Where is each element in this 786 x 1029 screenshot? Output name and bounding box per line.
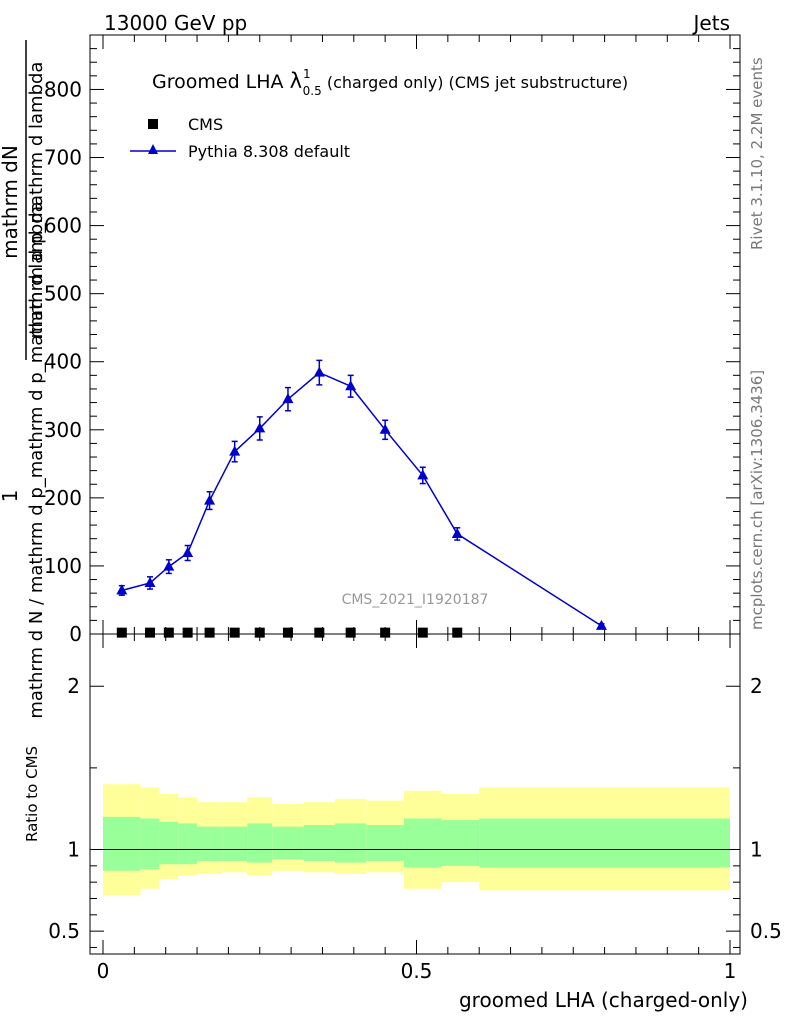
main-y-tick-label: 100 — [44, 554, 82, 578]
ratio-panel: 0.5 0.51 12 2 0 0.5 1 — [48, 633, 782, 983]
plot-title-sup: 1 — [303, 67, 311, 81]
ratio-band-green — [197, 826, 223, 861]
main-y-tick-label: 500 — [44, 282, 82, 306]
main-y-tick-label: 800 — [44, 77, 82, 101]
cms-data-point — [314, 627, 325, 638]
main-panel: 0 100 200 300 400 500 600 700 800 Groomed LHA λ1… — [44, 34, 741, 646]
analysis-watermark: CMS_2021_I1920187 — [342, 592, 489, 608]
cms-data-point — [452, 627, 463, 638]
y-label-one: 1 — [0, 490, 22, 503]
pythia-data-point — [116, 584, 128, 595]
ratio-band-green — [140, 818, 160, 870]
ratio-y-tick-label-right: 2 — [750, 674, 763, 698]
cms-data-point — [417, 627, 428, 638]
cms-data-point — [380, 627, 391, 638]
pythia-data-point — [417, 469, 429, 480]
main-series — [116, 359, 607, 638]
plot-title-sub: 0.5 — [303, 84, 322, 98]
ratio-band-green — [159, 821, 179, 865]
mcplots-label: mcplots.cern.ch [arXiv:1306.3436] — [748, 370, 766, 630]
cms-data-point — [345, 627, 356, 638]
legend-cms-marker — [148, 119, 158, 129]
pythia-data-point — [313, 366, 325, 377]
main-y-ticks: 0 100 200 300 400 500 600 700 800 — [44, 34, 740, 646]
cms-data-point — [145, 627, 156, 638]
x-tick-label: 0.5 — [401, 959, 433, 983]
pythia-data-point — [144, 576, 156, 587]
x-tick-label: 1 — [724, 959, 737, 983]
main-y-tick-label: 200 — [44, 486, 82, 510]
pythia-data-point — [229, 445, 241, 456]
ratio-band-green — [222, 826, 248, 861]
plot-title: Groomed LHA λ1 0.5 (charged only) (CMS je… — [152, 67, 628, 98]
legend-cms-label: CMS — [188, 115, 223, 134]
main-y-tick-label: 400 — [44, 350, 82, 374]
main-y-tick-label: 300 — [44, 418, 82, 442]
cms-data-point — [116, 627, 127, 638]
ratio-x-ticks: 0 0.5 1 — [97, 634, 737, 983]
header-category: Jets — [692, 11, 730, 35]
x-axis-label: groomed LHA (charged-only) — [459, 988, 748, 1012]
ratio-band-green — [272, 826, 304, 860]
cms-data-point — [254, 627, 265, 638]
y-label-frac-den: mathrm d p_mathrm d lambda — [26, 62, 47, 339]
ratio-y-axis-label: Ratio to CMS — [23, 746, 41, 842]
ratio-band-green — [303, 825, 335, 861]
ratio-y-tick-label-right: 0.5 — [750, 919, 782, 943]
ratio-y-tick-label-right: 1 — [750, 838, 763, 862]
pythia-line — [121, 371, 602, 627]
pythia-data-point — [345, 380, 357, 391]
pythia-data-point — [379, 423, 391, 434]
pythia-data-point — [204, 494, 216, 505]
ratio-y-tick-label: 2 — [67, 674, 80, 698]
pythia-data-point — [182, 546, 194, 557]
ratio-band-green — [178, 823, 198, 865]
cms-data-point — [282, 627, 293, 638]
ratio-band-green — [479, 818, 730, 868]
ratio-y-tick-label: 0.5 — [48, 919, 80, 943]
ratio-y-tick-label: 1 — [67, 838, 80, 862]
main-x-ticks — [102, 35, 731, 634]
ratio-band-green — [334, 823, 367, 863]
ratio-band-green — [403, 818, 442, 868]
cms-data-point — [204, 627, 215, 638]
cms-data-point — [229, 627, 240, 638]
plot-title-main: Groomed LHA — [152, 71, 290, 93]
legend-pythia-label: Pythia 8.308 default — [188, 142, 350, 161]
pythia-data-point — [163, 560, 175, 571]
ratio-y-ticks: 0.5 0.5 1 1 2 2 — [48, 674, 782, 948]
main-y-tick-label: 600 — [44, 214, 82, 238]
y-label-den: mathrm d N / mathrm d p_mathrm d p_mathr… — [26, 201, 47, 718]
pythia-data-point — [595, 619, 607, 630]
ratio-band-green — [103, 816, 141, 871]
pythia-data-point — [282, 393, 294, 404]
main-y-tick-label: 700 — [44, 146, 82, 170]
cms-data-point — [182, 627, 193, 638]
plot-title-rest: (charged only) (CMS jet substructure) — [322, 73, 628, 92]
y-label-frac-num: mathrm dN — [0, 145, 22, 259]
main-y-tick-label: 0 — [69, 622, 82, 646]
header-energy: 13000 GeV pp — [104, 11, 247, 35]
ratio-band-green — [441, 820, 480, 866]
ratio-band-green — [366, 825, 404, 861]
pythia-data-point — [254, 422, 266, 433]
plot-title-lambda: λ — [290, 69, 302, 93]
pythia-data-point — [451, 527, 463, 538]
ratio-bands — [103, 784, 730, 896]
main-y-axis-label: 1 mathrm dN mathrm d p_mathrm d lambda m… — [0, 40, 47, 719]
x-tick-label: 0 — [97, 959, 110, 983]
ratio-panel-frame — [89, 633, 741, 955]
ratio-band-green — [247, 823, 273, 863]
cms-data-point — [163, 627, 174, 638]
rivet-label: Rivet 3.1.10, 2.2M events — [748, 57, 766, 250]
legend-pythia-marker — [148, 144, 158, 154]
